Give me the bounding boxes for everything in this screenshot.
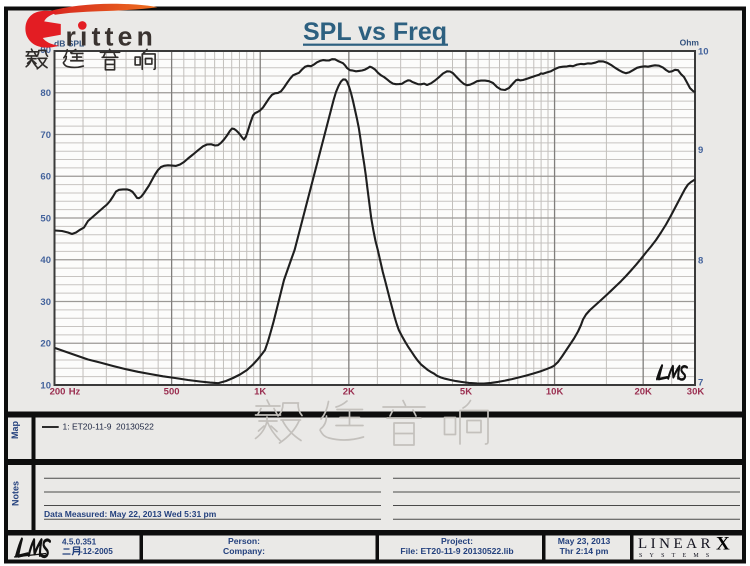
- svg-text:X: X: [716, 534, 730, 555]
- svg-text:SYSTEMS: SYSTEMS: [639, 553, 716, 559]
- svg-text:20K: 20K: [634, 387, 652, 398]
- svg-text:Notes: Notes: [11, 481, 21, 506]
- svg-text:rıtten: rıtten: [66, 21, 157, 51]
- svg-text:5K: 5K: [460, 387, 472, 398]
- svg-text:May 23, 2013: May 23, 2013: [558, 536, 611, 546]
- svg-text:Map: Map: [10, 420, 20, 439]
- svg-text:500: 500: [164, 387, 180, 398]
- svg-text:30: 30: [40, 297, 51, 308]
- svg-text:30K: 30K: [687, 387, 705, 398]
- svg-text:LINEAR: LINEAR: [638, 536, 714, 552]
- svg-text:SPL vs Freq: SPL vs Freq: [303, 18, 447, 46]
- svg-text:10: 10: [698, 46, 709, 57]
- svg-text:200: 200: [50, 387, 66, 398]
- svg-text:-12-2005: -12-2005: [80, 547, 113, 556]
- svg-text:2K: 2K: [343, 387, 355, 398]
- svg-text:7: 7: [698, 378, 703, 389]
- svg-text:10K: 10K: [546, 387, 564, 398]
- svg-text:10: 10: [40, 380, 51, 391]
- svg-text:80: 80: [40, 88, 51, 99]
- svg-text:Ohm: Ohm: [680, 38, 700, 48]
- svg-text:1: ET20-11-9: 1: ET20-11-9: [63, 422, 112, 432]
- svg-text:60: 60: [40, 172, 51, 183]
- svg-text:Thr 2:14 pm: Thr 2:14 pm: [560, 546, 609, 556]
- svg-text:50: 50: [40, 213, 51, 224]
- svg-text:20: 20: [40, 339, 51, 350]
- svg-text:File: ET20-11-9 20130522.lib: File: ET20-11-9 20130522.lib: [400, 546, 513, 556]
- svg-text:20130522: 20130522: [116, 422, 154, 432]
- svg-text:40: 40: [40, 255, 51, 266]
- svg-text:dB SPL: dB SPL: [54, 39, 84, 49]
- svg-text:9: 9: [698, 145, 703, 156]
- svg-text:4.5.0.351: 4.5.0.351: [62, 537, 97, 546]
- svg-text:Data Measured: May 22, 2013 W: Data Measured: May 22, 2013 Wed 5:31 pm: [44, 509, 217, 519]
- svg-text:1K: 1K: [254, 387, 266, 398]
- svg-text:Project:: Project:: [441, 536, 473, 546]
- svg-text:Company:: Company:: [223, 546, 265, 556]
- svg-text:Person:: Person:: [228, 536, 260, 546]
- svg-text:70: 70: [40, 130, 51, 141]
- svg-text:Hz: Hz: [69, 387, 81, 398]
- svg-text:8: 8: [698, 256, 703, 267]
